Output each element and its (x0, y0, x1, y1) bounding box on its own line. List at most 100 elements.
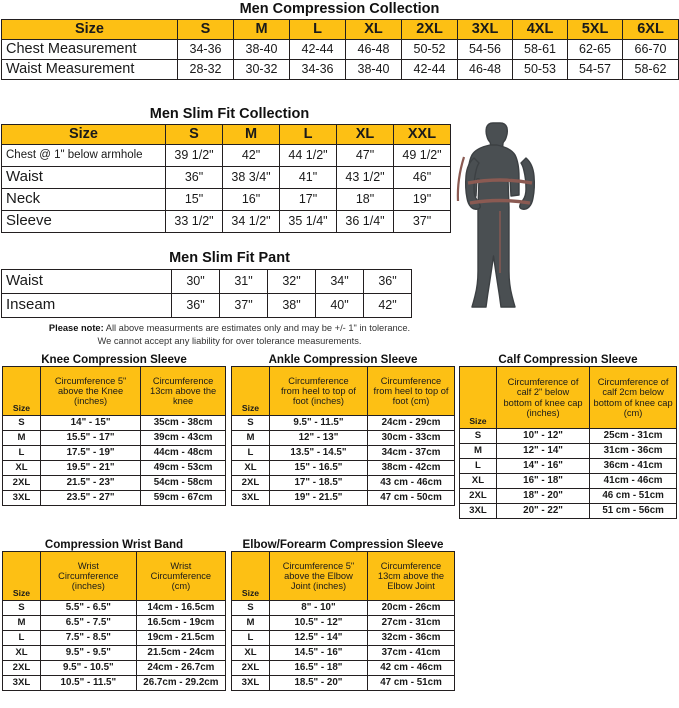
inches-cell: 14" - 15" (39, 415, 142, 431)
value-cell-1: 42" (222, 144, 280, 167)
inches-cell: 20" - 22" (495, 503, 591, 519)
cm-cell: 43 cm - 46cm (367, 475, 455, 491)
value-cell-7: 54-57 (567, 59, 623, 80)
table-row: M 15.5" - 17" 39cm - 43cm (2, 430, 226, 446)
header-line: (cm) (623, 407, 643, 418)
size-cell: 2XL (231, 660, 270, 676)
header-line: (inches) (526, 407, 560, 418)
calf-sleeve-title: Calf Compression Sleeve (498, 353, 638, 366)
value-cell-1: 31" (219, 269, 268, 294)
header-cell-3: L (279, 124, 337, 145)
inches-cell: 8" - 10" (268, 600, 369, 616)
inches-cell: 7.5" - 8.5" (39, 630, 137, 646)
table-row: L 13.5" - 14.5" 34cm - 37cm (231, 445, 455, 461)
value-cell-0: 30" (171, 269, 220, 294)
size-cell: M (2, 615, 41, 631)
knee-sleeve-block: Knee Compression Sleeve Size Circumferenc… (2, 353, 226, 506)
value-cell-0: 28-32 (177, 59, 234, 80)
size-cell: 3XL (2, 675, 41, 691)
header-line: Circumference (288, 375, 349, 386)
value-cell-3: 38-40 (345, 59, 402, 80)
row-label: Inseam (1, 293, 172, 318)
value-cell-4: 36" (363, 269, 412, 294)
table-row: 3XL 20" - 22" 51 cm - 56cm (459, 503, 677, 519)
compression-collection-table: Size S M L XL 2XL 3XL 4XL 5XL 6XL Chest Measuremen… (1, 19, 679, 80)
header-cell-2: Circumference 13cm above the Elbow Joint (367, 551, 455, 601)
header-line: from heel to top of (280, 385, 356, 396)
value-cell-1: 38 3/4" (222, 166, 280, 189)
note-line-2: We cannot accept any liability for over … (97, 335, 362, 346)
table-row: 3XL 10.5" - 11.5" 26.7cm - 29.2cm (2, 675, 227, 691)
table-row: Waist 36" 38 3/4" 41" 43 1/2" 46" (1, 166, 451, 189)
table-row: S 9.5" - 11.5" 24cm - 29cm (231, 415, 455, 431)
value-cell-1: 16" (222, 188, 280, 211)
header-cell-7: 4XL (512, 19, 568, 40)
inches-cell: 9.5" - 11.5" (268, 415, 369, 431)
header-cell-0: Size (1, 124, 166, 145)
value-cell-3: 43 1/2" (336, 166, 394, 189)
cm-cell: 36cm - 41cm (589, 458, 677, 474)
size-cell: 3XL (2, 490, 41, 506)
header-line: Circumference 5" (282, 560, 355, 571)
header-line: 13cm above the (150, 385, 217, 396)
value-cell-0: 36" (165, 166, 223, 189)
header-line: Joint (inches) (290, 581, 347, 592)
table-row: L 12.5" - 14" 32cm - 36cm (231, 630, 455, 646)
size-cell: 3XL (231, 490, 270, 506)
size-cell: M (459, 443, 497, 459)
male-body-silhouette (440, 115, 560, 320)
value-cell-2: 35 1/4" (279, 210, 337, 233)
value-cell-0: 39 1/2" (165, 144, 223, 167)
table-row: 2XL 9.5" - 10.5" 24cm - 26.7cm (2, 660, 227, 676)
header-cell-2: Circumference of calf 2cm below bottom of … (589, 366, 677, 429)
header-line: bottom of knee cap (503, 397, 583, 408)
tolerance-note: Please note: All above measurments are e… (0, 322, 459, 347)
header-cell-4: XL (345, 19, 402, 40)
table-row: L 17.5" - 19" 44cm - 48cm (2, 445, 226, 461)
inches-cell: 18.5" - 20" (268, 675, 369, 691)
header-cell-2: M (233, 19, 290, 40)
value-cell-0: 36" (171, 293, 220, 318)
inches-cell: 15.5" - 17" (39, 430, 142, 446)
header-cell-1: Circumference from heel to top of foot (in… (268, 366, 369, 416)
cm-cell: 14cm - 16.5cm (135, 600, 227, 616)
cm-cell: 27cm - 31cm (367, 615, 455, 631)
size-cell: XL (459, 473, 497, 489)
header-line: (inches) (71, 581, 105, 592)
header-line: 13cm above the (377, 570, 445, 581)
cm-cell: 49cm - 53cm (140, 460, 226, 476)
size-cell: S (2, 415, 41, 431)
header-line: from heel to top of (373, 385, 449, 396)
inches-cell: 10.5" - 12" (268, 615, 369, 631)
table-row: S 5.5" - 6.5" 14cm - 16.5cm (2, 600, 227, 616)
row-label: Waist Measurement (1, 59, 178, 80)
table-header-row: Size S M L XL 2XL 3XL 4XL 5XL 6XL (1, 19, 679, 40)
header-cell-size: Size (231, 366, 270, 416)
table-row: 3XL 18.5" - 20" 47 cm - 51cm (231, 675, 455, 691)
value-cell-2: 17" (279, 188, 337, 211)
header-line: bottom of knee cap (593, 397, 673, 408)
slim-fit-collection-table: Size S M L XL XXL Chest @ 1" below armhole 39 1… (1, 124, 451, 233)
inches-cell: 10" - 12" (495, 428, 591, 444)
header-cell-2: Wrist Circumference (cm) (135, 551, 227, 601)
compression-collection-title: Men Compression Collection (239, 1, 440, 17)
size-cell: M (231, 430, 270, 446)
calf-sleeve-table: Size Circumference of calf 2" below bottom … (459, 366, 677, 519)
header-cell-2: M (222, 124, 280, 145)
cm-cell: 24cm - 29cm (367, 415, 455, 431)
header-line: Wrist (170, 560, 192, 571)
value-cell-1: 38-40 (233, 39, 290, 60)
cm-cell: 39cm - 43cm (140, 430, 226, 446)
value-cell-5: 54-56 (457, 39, 513, 60)
value-cell-4: 42-44 (401, 59, 458, 80)
table-header-row: Size Circumference from heel to top of foot… (231, 366, 455, 416)
header-cell-1: Wrist Circumference (inches) (39, 551, 137, 601)
value-cell-2: 41" (279, 166, 337, 189)
inches-cell: 17" - 18.5" (268, 475, 369, 491)
size-cell: S (231, 415, 270, 431)
cm-cell: 32cm - 36cm (367, 630, 455, 646)
size-cell: XL (2, 460, 41, 476)
cm-cell: 35cm - 38cm (140, 415, 226, 431)
header-line: (inches) (74, 396, 108, 407)
table-row: M 12" - 13" 30cm - 33cm (231, 430, 455, 446)
